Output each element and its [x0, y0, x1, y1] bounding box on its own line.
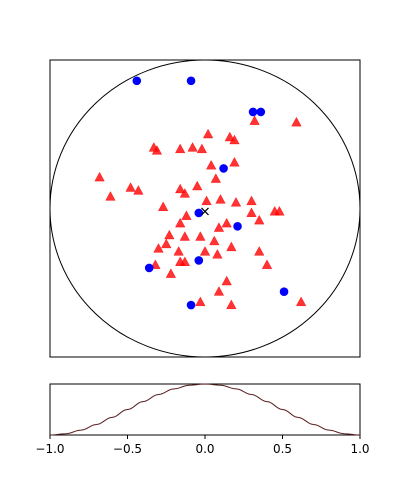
x-tick-label: −1.0 — [35, 442, 64, 456]
red-triangle-point — [175, 217, 186, 228]
red-triangle-point — [209, 235, 220, 246]
red-triangle-point — [221, 217, 232, 228]
red-triangle-point — [274, 205, 285, 216]
red-triangle-point — [196, 143, 208, 154]
red-triangle-point — [261, 259, 273, 269]
red-triangle-point — [229, 156, 240, 167]
red-triangle-point — [161, 238, 172, 249]
red-triangle-point — [175, 183, 186, 194]
red-triangle-point — [164, 229, 175, 240]
profile-curve — [49, 383, 361, 436]
red-triangle-point — [192, 180, 203, 191]
blue-circle-point — [279, 287, 289, 296]
red-triangle-point — [224, 131, 235, 142]
red-triangle-point — [175, 143, 186, 154]
red-triangle-point — [221, 275, 232, 286]
red-triangle-point — [195, 231, 206, 241]
red-triangle-point — [125, 182, 136, 192]
red-triangle-point — [201, 195, 212, 206]
red-triangle-point — [254, 246, 265, 256]
red-triangle-point — [187, 142, 198, 152]
red-triangle-point — [215, 194, 226, 204]
red-triangle-point — [210, 173, 222, 183]
profile-axes-frame — [49, 383, 361, 436]
red-triangle-point — [151, 145, 163, 155]
red-triangle-point — [229, 134, 240, 145]
red-triangle-point — [94, 171, 105, 182]
x-tick-label: 1.0 — [350, 442, 369, 456]
red-triangle-point — [226, 299, 237, 310]
scatter-axes-frame — [49, 59, 361, 358]
blue-circle-point — [248, 107, 258, 117]
red-triangle-point — [165, 268, 177, 278]
x-tick-label: −0.5 — [113, 442, 142, 456]
red-triangle-point — [249, 115, 260, 125]
red-triangle-point — [173, 246, 184, 256]
profile-marks — [49, 383, 361, 436]
red-triangle-point — [105, 191, 116, 201]
red-triangle-point — [133, 185, 144, 195]
blue-circle-point — [219, 164, 228, 173]
x-tick-label: 0.5 — [273, 442, 292, 456]
red-triangle-point — [181, 210, 192, 220]
center-x-marker — [201, 207, 209, 216]
red-triangle-point — [199, 246, 211, 256]
red-triangle-point — [246, 195, 257, 206]
red-triangle-point — [230, 197, 242, 207]
blue-circle-point — [194, 208, 204, 218]
red-triangle-point — [246, 207, 257, 217]
blue-circle-point — [144, 263, 154, 273]
red-triangle-point — [212, 249, 223, 259]
red-triangle-point — [295, 296, 307, 307]
x-axis-ticks: −1.0 −0.5 0.0 0.5 1.0 — [35, 435, 370, 456]
profile-panel: −1.0 −0.5 0.0 0.5 1.0 — [35, 383, 370, 456]
scatter-panel — [49, 59, 361, 358]
red-triangle-point — [291, 116, 302, 127]
red-triangle-point — [226, 241, 237, 252]
red-triangle-point — [213, 286, 225, 296]
red-triangle-point — [179, 231, 191, 241]
red-triangle-point — [254, 214, 265, 225]
red-triangle-point — [179, 188, 191, 198]
red-triangle-point — [206, 159, 217, 170]
red-triangle-point — [195, 296, 206, 307]
center-x-stroke — [201, 207, 209, 216]
blue-circle-point — [132, 76, 142, 86]
red-triangle-point — [213, 222, 225, 232]
blue-circle-point — [194, 256, 204, 265]
boundary-circle — [49, 59, 361, 358]
blue-circle-point — [186, 76, 196, 86]
scatter-marks — [49, 59, 361, 358]
x-tick-label: 0.0 — [195, 442, 214, 456]
blue-circle-point — [233, 222, 242, 231]
red-triangle-point — [157, 201, 169, 212]
red-triangle-point — [153, 243, 164, 253]
blue-circle-point — [256, 107, 266, 117]
blue-circle-point — [186, 300, 196, 310]
red-triangle-point — [202, 128, 214, 139]
red-triangle-point — [179, 256, 191, 266]
